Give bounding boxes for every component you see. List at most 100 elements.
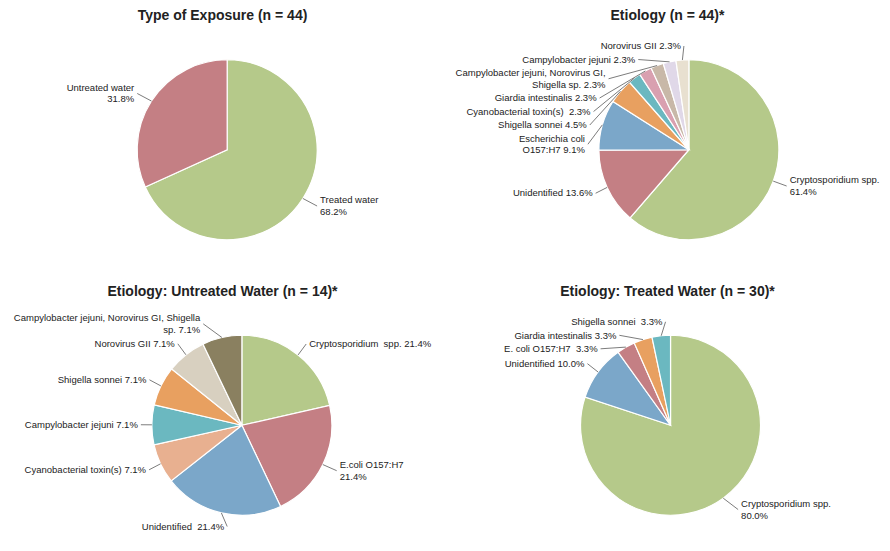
chart-title: Etiology (n = 44)* — [611, 7, 726, 23]
chart-title: Etiology: Treated Water (n = 30)* — [560, 283, 775, 299]
slice-label: Campylobacter jejuni, Norovirus GI,Shige… — [456, 67, 606, 90]
slice-label: Cryptosporidium spp.61.4% — [790, 174, 880, 197]
slice-label: E.coli O157:H721.4% — [340, 459, 404, 482]
pie-chart: Etiology: Untreated Water (n = 14)* Crypt… — [14, 283, 432, 532]
label-line: Shigella sonnei 3.3% — [571, 316, 663, 327]
leader-line — [723, 498, 738, 509]
leader-line — [682, 46, 683, 60]
leader-line — [587, 364, 598, 372]
slice-label: Shigella sonnei 4.5% — [498, 119, 587, 130]
leader-line — [588, 125, 603, 144]
figure: Type of Exposure (n = 44) Treated water68… — [0, 0, 890, 551]
label-line: Giardia intestinalis 3.3% — [514, 330, 616, 341]
label-line: O157:H7 9.1% — [523, 144, 586, 155]
chart-title: Etiology: Untreated Water (n = 14)* — [107, 283, 338, 299]
slice-label: Escherichia coliO157:H7 9.1% — [519, 133, 586, 156]
wedges — [581, 335, 761, 515]
label-line: 61.4% — [790, 186, 817, 197]
label-line: Cryptosporidium spp. — [741, 498, 831, 509]
slice-label: Shigella sonnei 7.1% — [58, 374, 147, 385]
label-line: Norovirus GII 2.3% — [601, 40, 682, 51]
slice-label: E. coli O157:H7 3.3% — [504, 343, 598, 354]
pie-chart: Etiology (n = 44)* Cryptosporidium spp.61… — [456, 7, 880, 240]
label-line: Untreated water — [67, 82, 135, 93]
pie-slice — [599, 150, 689, 218]
label-line: Unidentified 21.4% — [142, 521, 225, 532]
leader-lines — [588, 46, 787, 193]
label-line: 80.0% — [741, 510, 768, 521]
label-line: Norovirus GII 7.1% — [95, 338, 176, 349]
slice-label: Cyanobacterial toxin(s) 7.1% — [25, 464, 147, 475]
label-line: 68.2% — [320, 206, 347, 217]
slice-label: Campylobacter jejuni 2.3% — [522, 54, 636, 65]
leader-lines — [587, 322, 738, 510]
label-line: Unidentified 10.0% — [505, 358, 585, 369]
label-line: Campylobacter jejuni, Norovirus GI, Shig… — [14, 312, 201, 323]
label-line: Campylobacter jejuni 2.3% — [522, 54, 636, 65]
slice-label: Unidentified 13.6% — [513, 187, 593, 198]
slice-label: Campylobacter jejuni 7.1% — [25, 419, 139, 430]
label-line: Campylobacter jejuni, Norovirus GI, — [456, 67, 606, 78]
leader-line — [601, 347, 626, 349]
pie-slice — [581, 335, 761, 515]
wedges — [137, 60, 317, 240]
background — [0, 0, 890, 551]
pie-slice — [203, 335, 242, 425]
label-line: sp. 7.1% — [163, 324, 201, 335]
label-line: Campylobacter jejuni 7.1% — [25, 419, 139, 430]
labels: Cryptosporidium spp.80.0% Unidentified 10… — [504, 316, 831, 520]
leader-line — [298, 344, 306, 355]
slice-label: Giardia intestinalis 2.3% — [495, 92, 597, 103]
label-line: 21.4% — [340, 471, 367, 482]
label-line: E. coli O157:H7 3.3% — [504, 343, 598, 354]
label-line: Unidentified 13.6% — [513, 187, 593, 198]
label-line: 31.8% — [107, 93, 134, 104]
pie-slice — [676, 60, 689, 150]
leader-line — [323, 465, 337, 471]
label-line: Giardia intestinalis 2.3% — [495, 92, 597, 103]
leader-line — [137, 93, 151, 101]
wedges — [599, 60, 779, 240]
slice-label: Giardia intestinalis 3.3% — [514, 330, 616, 341]
chart-title: Type of Exposure (n = 44) — [138, 7, 308, 23]
leader-lines — [141, 324, 337, 527]
leader-line — [149, 464, 160, 470]
pie-slice — [663, 61, 689, 150]
slice-label: Cryptosporidium spp. 21.4% — [309, 338, 432, 349]
pie-slice — [137, 60, 227, 187]
label-line: Cryptosporidium spp. — [790, 174, 880, 185]
slice-label: Campylobacter jejuni, Norovirus GI, Shig… — [14, 312, 201, 335]
label-line: Shigella sp. 2.3% — [532, 79, 606, 90]
slice-label: Cyanobacterial toxin(s) 2.3% — [466, 106, 591, 117]
label-line: E.coli O157:H7 — [340, 459, 404, 470]
label-line: Cyanobacterial toxin(s) 2.3% — [466, 106, 591, 117]
pie-slice — [652, 335, 671, 425]
leader-line — [149, 380, 160, 386]
leader-line — [203, 324, 222, 338]
leader-line — [609, 66, 658, 79]
labels: Cryptosporidium spp.61.4% Unidentified 13… — [456, 40, 880, 198]
slice-label: Unidentified 10.0% — [505, 358, 585, 369]
leader-line — [178, 344, 186, 355]
slice-label: Cryptosporidium spp.80.0% — [741, 498, 831, 521]
slice-label: Norovirus GII 7.1% — [95, 338, 176, 349]
label-line: Cryptosporidium spp. 21.4% — [309, 338, 432, 349]
label-line: Escherichia coli — [519, 133, 585, 144]
label-line: Shigella sonnei 4.5% — [498, 119, 587, 130]
leader-line — [638, 60, 669, 62]
slice-label: Treated water68.2% — [320, 194, 378, 217]
leader-line — [619, 335, 643, 339]
leader-lines — [137, 93, 317, 206]
label-line: Shigella sonnei 7.1% — [58, 374, 147, 385]
leader-line — [773, 181, 786, 186]
leader-line — [596, 187, 608, 193]
label-line: Cyanobacterial toxin(s) 7.1% — [25, 464, 147, 475]
label-line: Treated water — [320, 194, 378, 205]
labels: Treated water68.2% Untreated water31.8% — [67, 82, 379, 217]
leader-line — [141, 424, 152, 425]
slice-label: Unidentified 21.4% — [142, 521, 225, 532]
labels: Cryptosporidium spp. 21.4% E.coli O157:H7… — [14, 312, 432, 531]
wedges — [152, 335, 332, 515]
slice-label: Untreated water31.8% — [67, 82, 135, 105]
leader-line — [303, 198, 317, 206]
